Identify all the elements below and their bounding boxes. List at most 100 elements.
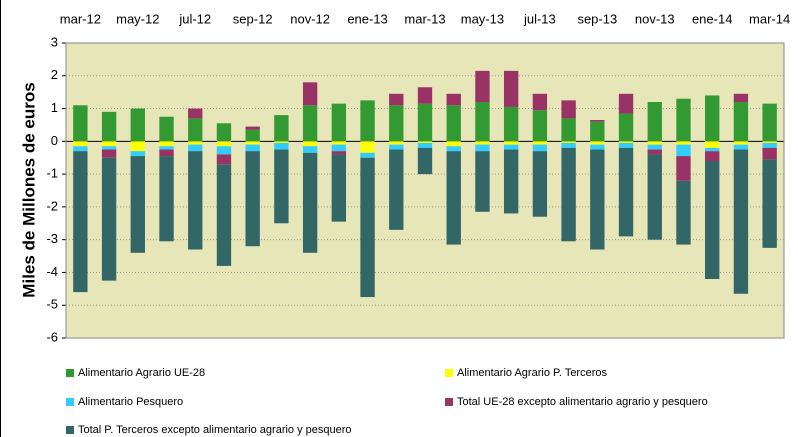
bar-segment bbox=[73, 141, 88, 147]
bar-segment bbox=[762, 147, 777, 160]
bar-segment bbox=[101, 141, 117, 147]
bar-segment bbox=[389, 93, 404, 106]
bar-segment bbox=[475, 141, 490, 145]
bar-segment bbox=[618, 147, 634, 237]
bar-segment bbox=[216, 154, 232, 165]
bar-segment bbox=[101, 149, 117, 158]
x-tick-label: ene-14 bbox=[692, 11, 732, 26]
bar-segment bbox=[159, 156, 174, 242]
bar-segment bbox=[733, 141, 749, 145]
bar-segment bbox=[561, 118, 576, 142]
y-tick-label: -4 bbox=[46, 264, 58, 279]
legend-label: Total UE-28 excepto alimentario agrario … bbox=[457, 396, 708, 408]
bar-segment bbox=[417, 87, 433, 104]
bar-segment bbox=[274, 142, 289, 150]
y-tick-label: 1 bbox=[51, 100, 58, 115]
legend-swatch bbox=[66, 369, 74, 377]
x-tick-label: mar-13 bbox=[404, 11, 445, 26]
bar-segment bbox=[503, 141, 519, 145]
x-tick-label: sep-13 bbox=[577, 11, 617, 26]
legend-label: Alimentario Agrario UE-28 bbox=[78, 367, 205, 379]
bar-segment bbox=[159, 149, 174, 157]
bar-segment bbox=[101, 111, 117, 142]
x-tick-label: mar-14 bbox=[749, 11, 790, 26]
x-tick-label: may-12 bbox=[116, 11, 159, 26]
bar-segment bbox=[360, 141, 375, 153]
bar-segment bbox=[590, 121, 605, 142]
bar-segment bbox=[73, 105, 88, 142]
y-tick-label: 2 bbox=[51, 67, 58, 82]
bar-segment bbox=[618, 141, 634, 143]
bar-segment bbox=[590, 144, 605, 150]
bar-segment bbox=[274, 141, 289, 143]
bar-segment bbox=[446, 93, 461, 106]
y-axis-label: Miles de Millones de euros bbox=[19, 82, 38, 297]
bar-segment bbox=[561, 141, 576, 143]
bar-segment bbox=[705, 161, 720, 279]
bar-segment bbox=[676, 141, 691, 145]
y-tick-label: -2 bbox=[46, 198, 58, 213]
bar-segment bbox=[417, 142, 433, 148]
bar-segment bbox=[590, 141, 605, 145]
bar-segment bbox=[130, 156, 145, 253]
bar-segment bbox=[676, 180, 691, 245]
bar-segment bbox=[590, 120, 605, 122]
bar-segment bbox=[647, 149, 662, 155]
bar-segment bbox=[302, 146, 318, 153]
bar-segment bbox=[389, 141, 404, 145]
bar-segment bbox=[618, 93, 634, 114]
bar-segment bbox=[762, 159, 777, 248]
bar-segment bbox=[705, 147, 720, 152]
bar-segment bbox=[705, 95, 720, 142]
bar-segment bbox=[762, 103, 777, 142]
bar-segment bbox=[503, 106, 519, 142]
x-tick-label: may-13 bbox=[461, 11, 504, 26]
bar-segment bbox=[561, 142, 576, 148]
bar-segment bbox=[245, 126, 260, 130]
y-tick-label: 0 bbox=[51, 133, 58, 148]
bar-segment bbox=[733, 93, 749, 102]
y-tick-label: 3 bbox=[51, 34, 58, 49]
bar-segment bbox=[302, 141, 318, 147]
x-tick-label: sep-12 bbox=[233, 11, 273, 26]
bar-segment bbox=[733, 144, 749, 150]
bar-segment bbox=[73, 146, 88, 152]
bar-segment bbox=[417, 147, 433, 175]
bar-segment bbox=[705, 141, 720, 148]
bar-segment bbox=[331, 103, 347, 142]
bar-segment bbox=[532, 141, 548, 145]
bar-segment bbox=[389, 105, 404, 142]
bar-segment bbox=[446, 151, 461, 245]
bar-segment bbox=[302, 82, 318, 106]
x-tick-label: nov-12 bbox=[290, 11, 330, 26]
bar-segment bbox=[159, 116, 174, 142]
bar-segment bbox=[360, 157, 375, 298]
bar-segment bbox=[331, 151, 347, 155]
bar-segment bbox=[389, 149, 404, 230]
bar-segment bbox=[532, 151, 548, 217]
bar-segment bbox=[302, 105, 318, 142]
bar-segment bbox=[676, 144, 691, 157]
bar-segment bbox=[360, 152, 375, 158]
bar-segment bbox=[101, 146, 117, 150]
legend-label: Alimentario Agrario P. Terceros bbox=[457, 367, 607, 379]
bar-segment bbox=[475, 102, 490, 142]
bar-segment bbox=[188, 118, 203, 142]
x-tick-label: jul-12 bbox=[178, 11, 211, 26]
bar-segment bbox=[188, 108, 203, 119]
bar-segment bbox=[503, 144, 519, 150]
bar-segment bbox=[101, 157, 117, 281]
bar-segment bbox=[360, 100, 375, 142]
legend-swatch bbox=[445, 398, 453, 406]
bar-segment bbox=[762, 141, 777, 143]
bar-segment bbox=[188, 141, 203, 145]
x-tick-label: mar-12 bbox=[60, 11, 101, 26]
bar-segment bbox=[647, 141, 662, 145]
bar-segment bbox=[618, 142, 634, 148]
legend-swatch bbox=[66, 398, 74, 406]
legend-label: Alimentario Pesquero bbox=[78, 396, 183, 408]
bar-segment bbox=[331, 141, 347, 145]
bar-segment bbox=[159, 146, 174, 150]
bar-segment bbox=[389, 144, 404, 150]
